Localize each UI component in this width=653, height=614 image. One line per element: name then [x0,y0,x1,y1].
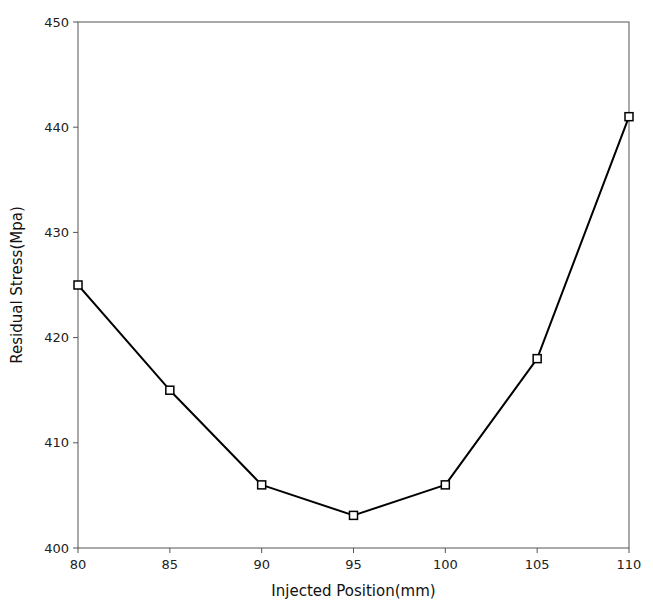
data-point [533,355,541,363]
line-group [78,117,629,516]
x-tick [445,548,446,553]
data-point [166,386,174,394]
y-axis-label: Residual Stress(Mpa) [8,206,26,364]
chart: 80 85 90 95 100 105 110 400 410 420 430 440 450 Injec… [0,0,653,614]
x-tick-label: 95 [345,557,362,572]
data-line [78,117,629,516]
y-tick-label: 430 [44,225,69,240]
chart-container: 80 85 90 95 100 105 110 400 410 420 430 440 450 Injec… [0,0,653,614]
plot-frame [78,22,629,548]
x-tick-label: 85 [162,557,179,572]
y-tick [73,548,78,549]
data-point [625,113,633,121]
data-point [258,481,266,489]
x-tick [353,548,354,553]
y-tick-label: 400 [44,541,69,556]
y-tick-label: 410 [44,435,69,450]
marker-group [74,113,633,520]
x-tick-label: 110 [617,557,642,572]
x-tick [537,548,538,553]
x-tick-label: 90 [253,557,270,572]
y-tick [73,127,78,128]
x-tick [629,548,630,553]
data-point [441,481,449,489]
y-tick [73,22,78,23]
x-axis-label: Injected Position(mm) [271,582,435,600]
x-tick [261,548,262,553]
y-tick-label: 450 [44,15,69,30]
data-point [350,511,358,519]
x-tick-label: 100 [433,557,458,572]
x-tick-label: 105 [525,557,550,572]
y-tick [73,232,78,233]
y-tick [73,442,78,443]
y-tick [73,337,78,338]
data-point [74,281,82,289]
y-tick-label: 420 [44,330,69,345]
y-tick-label: 440 [44,120,69,135]
x-tick-label: 80 [70,557,87,572]
x-tick [78,548,79,553]
x-tick [169,548,170,553]
